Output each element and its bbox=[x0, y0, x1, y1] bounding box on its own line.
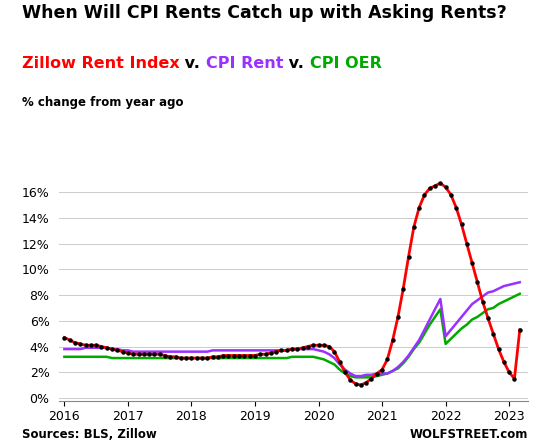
Text: v.: v. bbox=[284, 56, 310, 71]
Text: WOLFSTREET.com: WOLFSTREET.com bbox=[410, 428, 528, 441]
Text: CPI OER: CPI OER bbox=[310, 56, 382, 71]
Text: CPI Rent: CPI Rent bbox=[206, 56, 284, 71]
Text: When Will CPI Rents Catch up with Asking Rents?: When Will CPI Rents Catch up with Asking… bbox=[22, 4, 506, 22]
Text: Zillow Rent Index: Zillow Rent Index bbox=[22, 56, 179, 71]
Text: % change from year ago: % change from year ago bbox=[22, 96, 183, 109]
Text: Sources: BLS, Zillow: Sources: BLS, Zillow bbox=[22, 428, 156, 441]
Text: v.: v. bbox=[179, 56, 206, 71]
